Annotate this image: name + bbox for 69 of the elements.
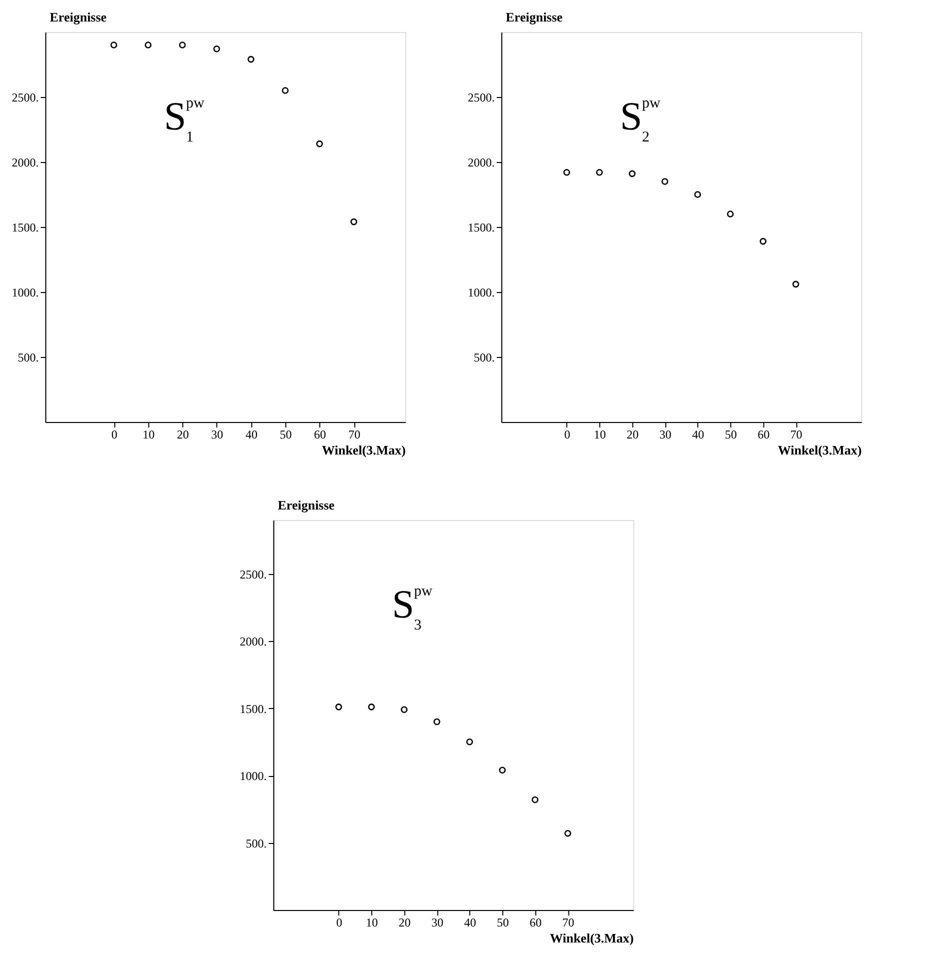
x-axis-title: Winkel(3.Max) bbox=[322, 442, 406, 458]
y-axis-title: Ereignisse bbox=[278, 498, 335, 512]
y-tick-label: 1500. bbox=[240, 702, 267, 716]
y-tick-label: 1000. bbox=[468, 286, 495, 300]
y-tick-label: 500. bbox=[474, 350, 495, 364]
x-tick-label: 40 bbox=[245, 428, 258, 442]
y-tick-label: 1000. bbox=[12, 286, 39, 300]
x-tick-label: 0 bbox=[336, 916, 342, 930]
y-tick-label: 2000. bbox=[240, 634, 267, 649]
y-tick-label: 2000. bbox=[12, 156, 39, 170]
point bbox=[433, 718, 440, 726]
y-tick-label: 2500. bbox=[468, 90, 495, 104]
point bbox=[400, 706, 408, 714]
x-tick-label: 10 bbox=[366, 916, 378, 930]
x-tick-label: 50 bbox=[280, 428, 292, 442]
y-axis-title: Ereignisse bbox=[506, 10, 563, 24]
x-tick-label: 50 bbox=[496, 916, 509, 930]
point bbox=[661, 178, 668, 185]
x-tick-label: 60 bbox=[758, 428, 770, 442]
x-axis-title: Winkel(3.Max) bbox=[550, 930, 634, 946]
y-tick-label: 1000. bbox=[240, 769, 267, 784]
x-tick-label: 30 bbox=[659, 428, 672, 442]
point bbox=[179, 42, 186, 48]
point bbox=[694, 191, 702, 198]
x-tick-label: 60 bbox=[530, 916, 542, 930]
point bbox=[350, 218, 358, 226]
x-tick-label: 40 bbox=[464, 916, 476, 930]
y-tick-label: 2000. bbox=[468, 156, 495, 170]
x-tick-label: 30 bbox=[431, 916, 444, 930]
x-tick-label: 0 bbox=[564, 428, 570, 442]
x-tick-label: 20 bbox=[176, 428, 189, 442]
x-tick-label: 70 bbox=[790, 428, 802, 442]
point bbox=[335, 704, 342, 710]
x-tick-label: 50 bbox=[724, 428, 737, 442]
y-tick-label: 2500. bbox=[240, 567, 267, 582]
point bbox=[596, 169, 603, 176]
y-tick-label: 500. bbox=[246, 836, 267, 850]
point bbox=[792, 280, 800, 288]
x-tick-label: 60 bbox=[314, 428, 326, 442]
x-tick-label: 10 bbox=[594, 428, 606, 442]
point bbox=[563, 169, 570, 176]
point bbox=[628, 170, 636, 178]
point bbox=[144, 42, 152, 48]
y-tick-label: 500. bbox=[18, 350, 39, 364]
point bbox=[532, 796, 538, 804]
point bbox=[466, 738, 474, 746]
x-tick-label: 10 bbox=[142, 428, 155, 442]
x-tick-label: 20 bbox=[626, 428, 639, 442]
point bbox=[498, 766, 506, 774]
point bbox=[316, 140, 323, 148]
x-tick-label: 30 bbox=[211, 428, 224, 442]
x-tick-label: 70 bbox=[562, 916, 574, 930]
point bbox=[248, 56, 254, 63]
point bbox=[368, 704, 375, 710]
point bbox=[760, 238, 766, 245]
x-tick-label: 40 bbox=[692, 428, 704, 442]
y-tick-label: 1500. bbox=[12, 220, 39, 234]
y-tick-label: 1500. bbox=[468, 220, 495, 234]
point bbox=[213, 46, 220, 52]
x-tick-label: 0 bbox=[111, 428, 118, 442]
point bbox=[564, 830, 572, 837]
y-tick-label: 2500. bbox=[12, 90, 39, 104]
x-tick-label: 20 bbox=[398, 916, 411, 930]
x-axis-title: Winkel(3.Max) bbox=[778, 442, 862, 458]
point bbox=[282, 87, 289, 94]
point bbox=[110, 42, 118, 48]
y-axis-title: Ereignisse bbox=[50, 10, 107, 24]
point bbox=[726, 210, 734, 218]
x-tick-label: 70 bbox=[348, 428, 360, 442]
